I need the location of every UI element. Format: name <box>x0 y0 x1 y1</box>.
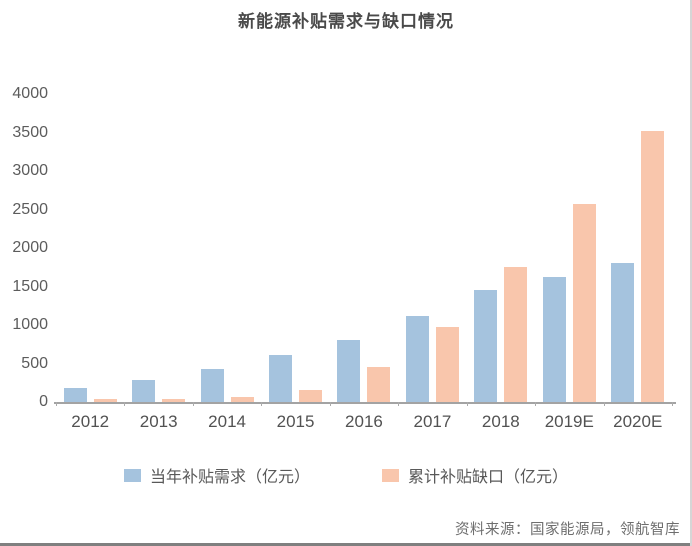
bar-demand-2020E <box>611 263 635 402</box>
x-tick-label-2020E: 2020E <box>613 412 663 431</box>
y-tick-label-3000: 3000 <box>12 162 48 179</box>
chart-title: 新能源补贴需求与缺口情况 <box>238 12 454 31</box>
legend-item-demand: 当年补贴需求（亿元） <box>123 463 310 487</box>
bar-group-2013 <box>124 94 192 402</box>
legend-item-gap: 累计补贴缺口（亿元） <box>382 463 568 487</box>
bar-gap-2013 <box>162 398 186 402</box>
bar-gap-2019E <box>572 204 596 402</box>
bar-demand-2015 <box>269 355 293 402</box>
plot-area <box>54 94 676 406</box>
bar-group-2016 <box>330 94 398 402</box>
y-tick-label-4000: 4000 <box>12 85 48 102</box>
bar-gap-2020E <box>641 130 665 402</box>
axis-tick <box>261 402 263 406</box>
bar-gap-2014 <box>230 397 254 402</box>
bottom-border-line <box>0 543 692 546</box>
x-tick-label-2018: 2018 <box>481 412 520 431</box>
bar-group-2020E <box>604 94 672 402</box>
bar-group-2015 <box>261 94 329 402</box>
bar-demand-2018 <box>474 289 498 402</box>
bar-demand-2013 <box>132 380 156 402</box>
source-note: 资料来源：国家能源局，领航智库 <box>455 522 680 538</box>
y-tick-label-2500: 2500 <box>12 200 48 218</box>
bar-demand-2016 <box>337 340 361 402</box>
bar-demand-2014 <box>200 368 224 402</box>
x-axis-labels: 2012 2013 2014 2015 2016 2017 2018 2019E 2020E <box>56 412 672 432</box>
y-tick-label-1500: 1500 <box>12 277 48 295</box>
y-tick-label-1000: 1000 <box>12 316 48 333</box>
x-tick-label-2015: 2015 <box>276 412 315 431</box>
axis-tick <box>398 402 400 406</box>
x-tick-label-2012: 2012 <box>71 412 110 431</box>
bar-group-2012 <box>56 94 124 402</box>
y-tick-label-500: 500 <box>21 354 48 372</box>
bar-group-2017 <box>398 94 466 402</box>
axis-tick <box>192 402 194 406</box>
right-border-line <box>690 0 692 546</box>
x-axis-line <box>54 402 676 404</box>
bar-gap-2017 <box>435 327 459 402</box>
legend-label-demand: 当年补贴需求（亿元） <box>149 469 310 486</box>
axis-tick <box>56 402 57 406</box>
bar-gap-2015 <box>299 389 323 402</box>
bar-demand-2017 <box>405 315 429 402</box>
y-axis: 0 500 1000 1500 2000 2500 3000 3500 4000 <box>0 86 48 410</box>
bar-gap-2012 <box>93 398 117 402</box>
bar-demand-2019E <box>542 277 566 402</box>
y-tick-label-2000: 2000 <box>12 239 48 256</box>
bar-demand-2012 <box>63 388 87 402</box>
axis-tick <box>329 402 331 406</box>
axis-tick <box>535 402 537 406</box>
axis-tick <box>466 402 468 406</box>
bar-gap-2018 <box>504 267 528 402</box>
legend: 当年补贴需求（亿元） 累计补贴缺口（亿元） <box>0 463 692 487</box>
axis-tick <box>672 402 673 406</box>
bar-group-2019E <box>535 94 603 402</box>
x-tick-label-2017: 2017 <box>413 412 452 431</box>
x-tick-label-2016: 2016 <box>345 412 383 431</box>
y-tick-label-0: 0 <box>39 393 48 410</box>
y-tick-label-3500: 3500 <box>12 123 48 141</box>
axis-tick <box>603 402 605 406</box>
x-tick-label-2013: 2013 <box>139 412 178 431</box>
bar-group-2014 <box>193 94 261 402</box>
bar-gap-2016 <box>367 366 391 402</box>
legend-swatch-demand <box>123 468 141 482</box>
legend-swatch-gap <box>382 468 399 482</box>
legend-label-gap: 累计补贴缺口（亿元） <box>408 469 569 486</box>
bar-group-2018 <box>467 94 535 402</box>
x-tick-label-2019E: 2019E <box>544 412 594 431</box>
axis-tick <box>124 402 126 406</box>
x-tick-label-2014: 2014 <box>208 412 246 431</box>
